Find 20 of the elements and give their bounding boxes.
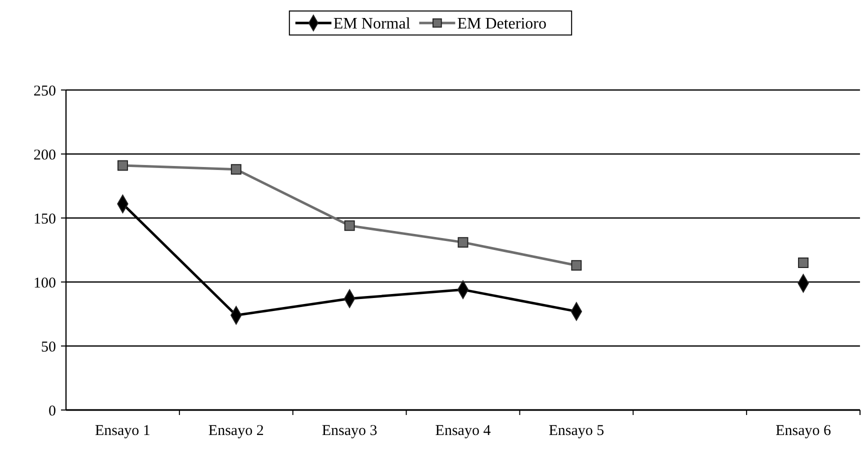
point [798, 258, 809, 268]
x-tick-label: Ensayo 6 [776, 423, 832, 439]
y-tick-label: 100 [34, 275, 56, 292]
y-tick-label: 150 [34, 211, 56, 228]
y-tick-label: 0 [48, 403, 56, 420]
y-tick-label: 250 [34, 83, 56, 100]
point [117, 160, 128, 171]
y-tick-label: 50 [41, 339, 56, 356]
point [344, 220, 355, 231]
x-tick-label: Ensayo 2 [208, 423, 264, 439]
x-tick-label: Ensayo 1 [95, 423, 150, 439]
legend-label: EM Deterioro [457, 16, 547, 33]
x-tick-label: Ensayo 3 [322, 423, 378, 439]
x-tick-label: Ensayo 5 [548, 423, 604, 439]
point [458, 237, 468, 248]
point [571, 260, 582, 271]
y-tick-label: 200 [34, 147, 56, 164]
x-tick-label: Ensayo 4 [435, 423, 492, 439]
legend-label: EM Normal [333, 16, 411, 33]
point [230, 164, 242, 175]
